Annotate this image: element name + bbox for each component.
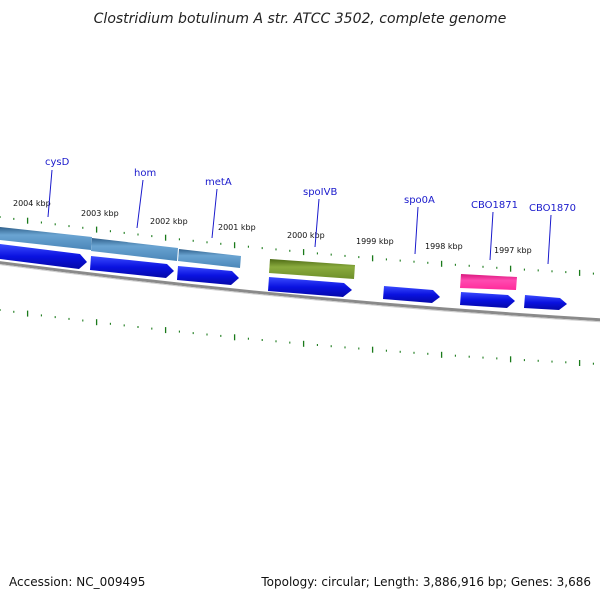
gene-arrow-spo0A[interactable] bbox=[383, 286, 440, 303]
kbp-label-2000: 2000 kbp bbox=[287, 231, 325, 240]
gene-arrow-hom[interactable] bbox=[90, 256, 174, 278]
feature-bar-cysD[interactable] bbox=[0, 227, 92, 250]
genome-backbone-shadow bbox=[0, 264, 600, 323]
gene-label-CBO1871[interactable]: CBO1871 bbox=[471, 200, 518, 211]
gene-arrow-CBO1870[interactable] bbox=[524, 295, 567, 310]
gene-label-spoIVB[interactable]: spoIVB bbox=[303, 187, 337, 198]
kbp-label-2003: 2003 kbp bbox=[81, 209, 119, 218]
outer-tick-ring bbox=[0, 216, 594, 276]
genome-summary-text: Topology: circular; Length: 3,886,916 bp… bbox=[260, 575, 591, 589]
leader-line-hom bbox=[136, 179, 144, 229]
gene-arrow-CBO1871[interactable] bbox=[460, 292, 515, 308]
gene-label-hom[interactable]: hom bbox=[134, 168, 156, 179]
gene-arrow-metA[interactable] bbox=[177, 266, 239, 285]
gene-label-metA[interactable]: metA bbox=[205, 177, 232, 188]
kbp-label-1998: 1998 kbp bbox=[425, 242, 463, 251]
kbp-label-2002: 2002 kbp bbox=[150, 217, 188, 226]
feature-bar-hom[interactable] bbox=[91, 238, 178, 261]
gene-arrow-spoIVB[interactable] bbox=[268, 277, 352, 297]
gene-label-CBO1870[interactable]: CBO1870 bbox=[529, 203, 576, 214]
kbp-label-1999: 1999 kbp bbox=[356, 237, 394, 246]
kbp-label-1997: 1997 kbp bbox=[494, 246, 532, 255]
inner-tick-ring bbox=[0, 309, 594, 366]
genome-backbone bbox=[0, 261, 600, 322]
accession-text: Accession: NC_009495 bbox=[9, 575, 145, 589]
leader-line-spoIVB bbox=[314, 198, 320, 248]
leader-line-spo0A bbox=[414, 206, 419, 255]
map-title: Clostridium botulinum A str. ATCC 3502, … bbox=[94, 11, 507, 27]
kbp-label-2001: 2001 kbp bbox=[218, 223, 256, 232]
feature-bar-spoIVB[interactable] bbox=[269, 259, 355, 279]
gene-arrow-cysD[interactable] bbox=[0, 244, 87, 269]
leader-line-metA bbox=[211, 188, 218, 239]
leader-line-CBO1871 bbox=[489, 211, 494, 261]
leader-line-CBO1870 bbox=[547, 214, 552, 265]
gene-label-cysD[interactable]: cysD bbox=[45, 157, 70, 168]
feature-bar-CBO1871[interactable] bbox=[460, 274, 517, 290]
kbp-label-2004: 2004 kbp bbox=[13, 199, 51, 208]
leader-line-cysD bbox=[47, 169, 53, 218]
feature-bar-metA[interactable] bbox=[178, 249, 241, 268]
gene-label-spo0A[interactable]: spo0A bbox=[404, 195, 435, 206]
